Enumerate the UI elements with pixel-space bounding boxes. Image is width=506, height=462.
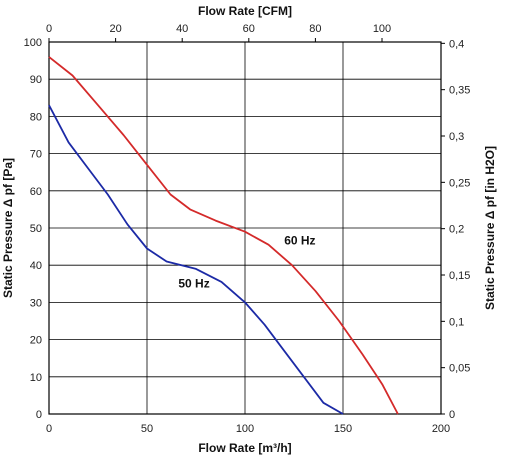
plot-frame	[48, 41, 442, 415]
x-tick-label: 150	[334, 423, 352, 435]
x-tick-label: 0	[46, 423, 52, 435]
right-tick-label: 0,3	[449, 131, 464, 143]
top-tick-labels: 0 20 40 60 80 100	[46, 23, 391, 42]
right-tick-label: 0,4	[449, 38, 464, 50]
top-tick-label: 60	[243, 23, 255, 35]
right-tick-label: 0,25	[449, 177, 470, 189]
x-tick-label: 50	[141, 423, 153, 435]
series-curves: 60 Hz 50 Hz	[48, 56, 399, 415]
grid-lines	[48, 41, 442, 415]
left-tick-labels: 0 10 20 30 40 50 60 70 80 90 100	[24, 37, 42, 421]
right-tick-label: 0,15	[449, 270, 470, 282]
series-label-50hz: 50 Hz	[178, 277, 209, 291]
top-tick-label: 0	[46, 23, 52, 35]
right-tick-label: 0,35	[449, 85, 470, 97]
right-tick-label: 0,2	[449, 224, 464, 236]
top-tick-label: 20	[109, 23, 121, 35]
y-tick-label: 30	[30, 297, 42, 309]
series-line-50hz	[48, 104, 344, 415]
top-tick-label: 40	[176, 23, 188, 35]
y-tick-label: 10	[30, 372, 42, 384]
y-tick-label: 40	[30, 260, 42, 272]
series-line-60hz	[48, 56, 399, 415]
y-tick-label: 80	[30, 111, 42, 123]
y-tick-label: 20	[30, 335, 42, 347]
right-tick-label: 0,05	[449, 363, 470, 375]
y-axis-title-right: Static Pressure Δ pf [in H2O]	[483, 146, 497, 310]
top-tick-label: 100	[373, 23, 391, 35]
series-label-60hz: 60 Hz	[284, 234, 315, 248]
top-tick-label: 80	[309, 23, 321, 35]
right-tick-label: 0	[449, 409, 455, 421]
y-axis-title-left: Static Pressure Δ pf [Pa]	[1, 158, 15, 298]
y-tick-label: 60	[30, 186, 42, 198]
y-tick-label: 90	[30, 74, 42, 86]
right-tick-labels: 0 0,05 0,1 0,15 0,2 0,25 0,3 0,35 0,4	[441, 38, 470, 421]
right-tick-label: 0,1	[449, 316, 464, 328]
x-axis-title-bottom: Flow Rate [m³/h]	[198, 441, 291, 455]
y-tick-label: 100	[24, 37, 42, 49]
bottom-tick-labels: 0 50 100 150 200	[46, 423, 450, 435]
y-tick-label: 50	[30, 223, 42, 235]
x-tick-label: 200	[432, 423, 450, 435]
x-axis-title-top: Flow Rate [CFM]	[198, 4, 292, 18]
y-tick-label: 70	[30, 149, 42, 161]
y-tick-label: 0	[36, 409, 42, 421]
x-tick-label: 100	[236, 423, 254, 435]
